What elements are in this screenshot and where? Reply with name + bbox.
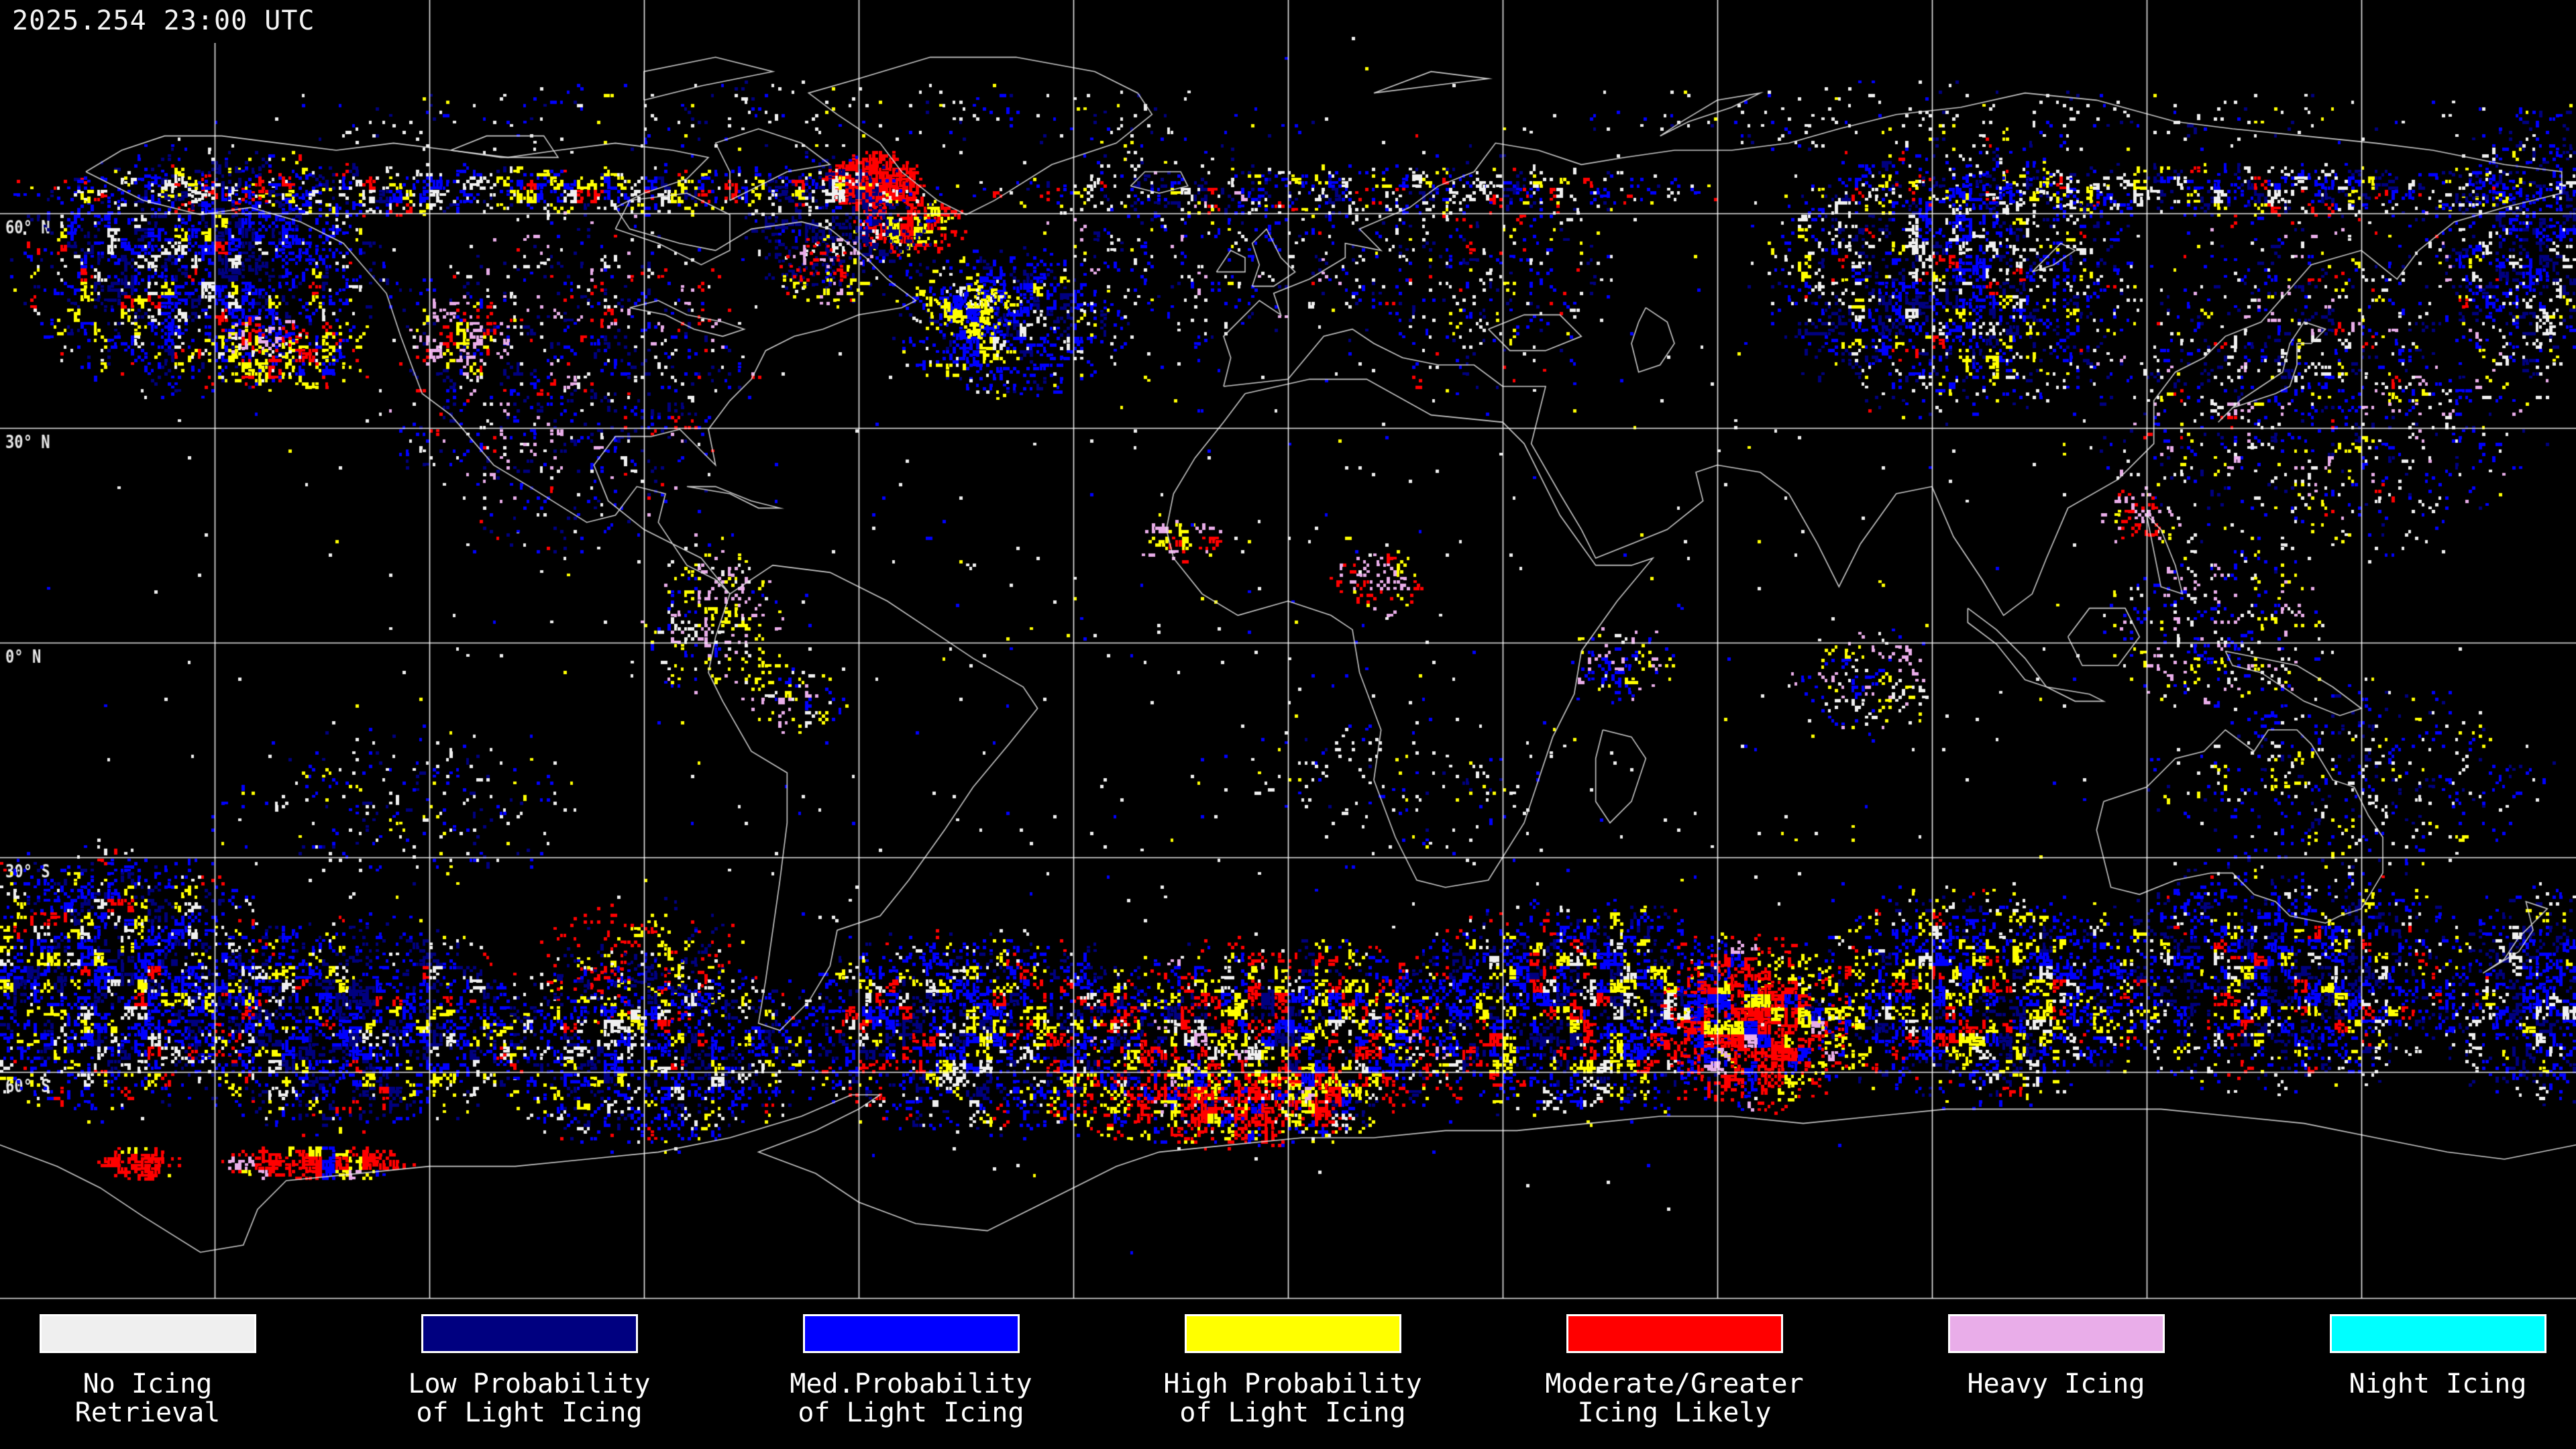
night-icing-swatch — [2329, 1314, 2546, 1353]
legend-item-night-icing: Night Icing — [2247, 1314, 2576, 1399]
legend-label: Night Icing — [2349, 1368, 2527, 1399]
legend-item-low-probability: Low Probability of Light Icing — [338, 1314, 720, 1428]
legend-item-med-probability: Med.Probability of Light Icing — [720, 1314, 1102, 1428]
low-probability-swatch — [421, 1314, 638, 1353]
map-canvas — [0, 0, 2576, 1301]
legend-label: High Probability of Light Icing — [1163, 1368, 1422, 1428]
legend-label: Moderate/Greater Icing Likely — [1545, 1368, 1804, 1428]
legend-item-no-icing: No Icing Retrieval — [0, 1314, 339, 1428]
legend-label: Med.Probability of Light Icing — [790, 1368, 1032, 1428]
no-icing-swatch — [39, 1314, 256, 1353]
moderate-greater-swatch — [1566, 1314, 1783, 1353]
legend-label: Heavy Icing — [1967, 1368, 2145, 1399]
timestamp-label: 2025.254 23:00 UTC — [0, 0, 333, 43]
heavy-icing-swatch — [1947, 1314, 2165, 1353]
legend-label: Low Probability of Light Icing — [408, 1368, 651, 1428]
legend-bar: No Icing Retrieval Low Probability of Ligh… — [0, 1301, 2576, 1449]
world-icing-map: 2025.254 23:00 UTC — [0, 0, 2576, 1301]
legend-item-heavy-icing: Heavy Icing — [1865, 1314, 2247, 1399]
legend-item-high-probability: High Probability of Light Icing — [1102, 1314, 1484, 1428]
legend-item-moderate-greater: Moderate/Greater Icing Likely — [1483, 1314, 1866, 1428]
legend-label: No Icing Retrieval — [74, 1368, 221, 1428]
high-probability-swatch — [1184, 1314, 1401, 1353]
med-probability-swatch — [802, 1314, 1020, 1353]
